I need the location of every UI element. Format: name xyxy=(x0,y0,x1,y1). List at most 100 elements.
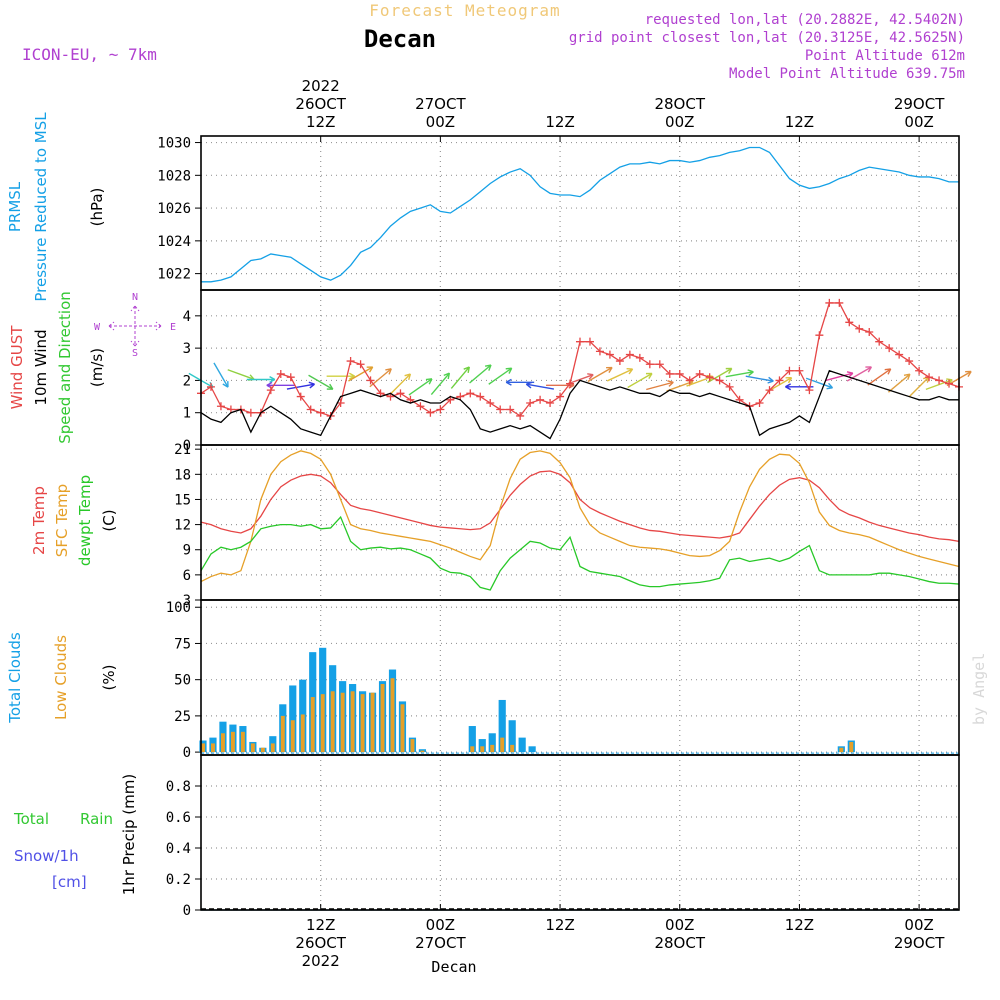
arrow-shaft xyxy=(766,377,792,393)
arrow-head xyxy=(826,387,833,390)
arrow-shaft xyxy=(646,381,674,391)
arrow-head xyxy=(648,373,653,379)
bar-low-clouds xyxy=(420,750,425,753)
requested-coords: requested lon,lat (20.2882E, 42.5402N) xyxy=(645,12,965,28)
compass-arrows xyxy=(108,305,162,347)
y-axis-label: Low Clouds xyxy=(52,635,70,720)
gust-marker xyxy=(276,369,285,378)
arrow-shaft xyxy=(745,375,774,382)
bottom-time-label: 00Z xyxy=(904,916,933,934)
y-tick-label: 6 xyxy=(183,568,191,584)
footer-location: Decan xyxy=(431,958,476,976)
y-tick-label: 18 xyxy=(174,467,191,483)
bar-low-clouds xyxy=(300,714,305,753)
gust-marker xyxy=(725,382,734,391)
y-tick-label: 1 xyxy=(183,406,191,422)
arrow-head xyxy=(309,383,315,389)
gust-marker xyxy=(785,366,794,375)
wind-direction-arrow xyxy=(566,373,594,385)
bar-total-clouds xyxy=(518,737,526,753)
gust-marker xyxy=(396,389,405,398)
y-tick-label: 9 xyxy=(183,543,191,559)
bar-total-clouds xyxy=(508,720,516,753)
arrow-head xyxy=(222,383,229,388)
gust-marker xyxy=(695,369,704,378)
gust-marker xyxy=(685,376,694,385)
bar-total-clouds xyxy=(528,746,536,753)
series-wind-gust xyxy=(200,302,960,417)
gust-marker xyxy=(356,360,365,369)
wind-direction-arrow xyxy=(246,376,276,383)
arrow-head xyxy=(747,369,754,373)
gust-marker xyxy=(316,408,325,417)
arrow-shaft xyxy=(308,374,334,390)
arrow-head xyxy=(587,373,594,376)
y-tick-label: 0 xyxy=(183,903,191,919)
arrow-head xyxy=(463,366,470,370)
y-tick-label: 3 xyxy=(183,341,191,357)
gust-marker xyxy=(526,399,535,408)
gust-marker xyxy=(765,386,774,395)
wind-direction-arrow xyxy=(525,381,555,390)
arrow-shaft xyxy=(488,367,513,385)
bar-low-clouds xyxy=(330,691,335,753)
arrow-shaft xyxy=(526,383,555,390)
arrow-head xyxy=(867,366,872,373)
arrow-shaft xyxy=(707,367,733,384)
model-label: ICON-EU, ~ 7km xyxy=(22,45,157,64)
arrow-head xyxy=(385,368,392,371)
bottom-time-label: 2022 xyxy=(302,952,340,970)
bar-low-clouds xyxy=(280,715,285,753)
top-time-label: 00Z xyxy=(904,113,933,131)
top-time-label: 12Z xyxy=(545,113,574,131)
wind-direction-arrow xyxy=(213,362,229,388)
arrow-head xyxy=(785,383,792,388)
arrow-shaft xyxy=(925,379,953,391)
legend-total: Total xyxy=(13,810,49,828)
gust-marker xyxy=(895,350,904,359)
arrow-shaft xyxy=(469,364,492,384)
bottom-time-label: 27OCT xyxy=(415,934,466,952)
arrow-head xyxy=(728,368,733,374)
arrow-head xyxy=(388,368,392,375)
arrow-head xyxy=(588,374,594,380)
y-axis-label: Total Clouds xyxy=(6,632,24,724)
bar-low-clouds xyxy=(340,692,345,753)
arrow-head xyxy=(349,372,355,377)
y-axis-label: 10m Wind xyxy=(32,329,50,405)
gust-marker xyxy=(675,369,684,378)
bar-low-clouds xyxy=(839,747,844,753)
y-axis-label: dewpt Temp xyxy=(76,475,94,566)
arrow-head xyxy=(484,364,492,367)
arrow-head xyxy=(447,373,451,380)
bar-low-clouds xyxy=(320,694,325,753)
panel-1: 0 1 2 3 4 Wind GUST 10m Wind Speed and Directio… xyxy=(8,289,972,454)
compass-west: W xyxy=(94,322,101,333)
panel-frame xyxy=(200,444,960,601)
compass-south: S xyxy=(132,348,138,359)
arrow-head xyxy=(488,364,492,371)
top-time-label: 26OCT xyxy=(295,95,346,113)
y-tick-label: 3 xyxy=(183,593,191,609)
y-axis-label: Speed and Direction xyxy=(56,291,74,444)
panel-0: 1022 1024 1026 1028 1030 PRMSL Pressure Reduce… xyxy=(6,112,960,302)
gust-marker xyxy=(506,405,515,414)
wind-direction-arrow xyxy=(326,372,355,380)
wind-direction-arrow xyxy=(766,377,793,393)
arrow-shaft xyxy=(805,377,833,389)
gust-marker xyxy=(605,350,614,359)
arrow-head xyxy=(887,368,892,375)
arrow-head xyxy=(505,381,512,386)
bar-low-clouds xyxy=(400,704,405,753)
arrow-head xyxy=(785,386,792,391)
y-axis-label: (m/s) xyxy=(88,348,106,387)
arrow-head xyxy=(368,366,374,373)
y-tick-label: 1028 xyxy=(157,168,191,184)
gust-marker xyxy=(815,331,824,340)
y-axis-label: SFC Temp xyxy=(53,484,71,557)
y-tick-label: 1022 xyxy=(157,267,191,283)
arrow-head xyxy=(443,372,450,376)
y-tick-label: 1030 xyxy=(157,136,191,152)
gust-marker xyxy=(306,405,315,414)
bar-low-clouds xyxy=(310,697,315,753)
